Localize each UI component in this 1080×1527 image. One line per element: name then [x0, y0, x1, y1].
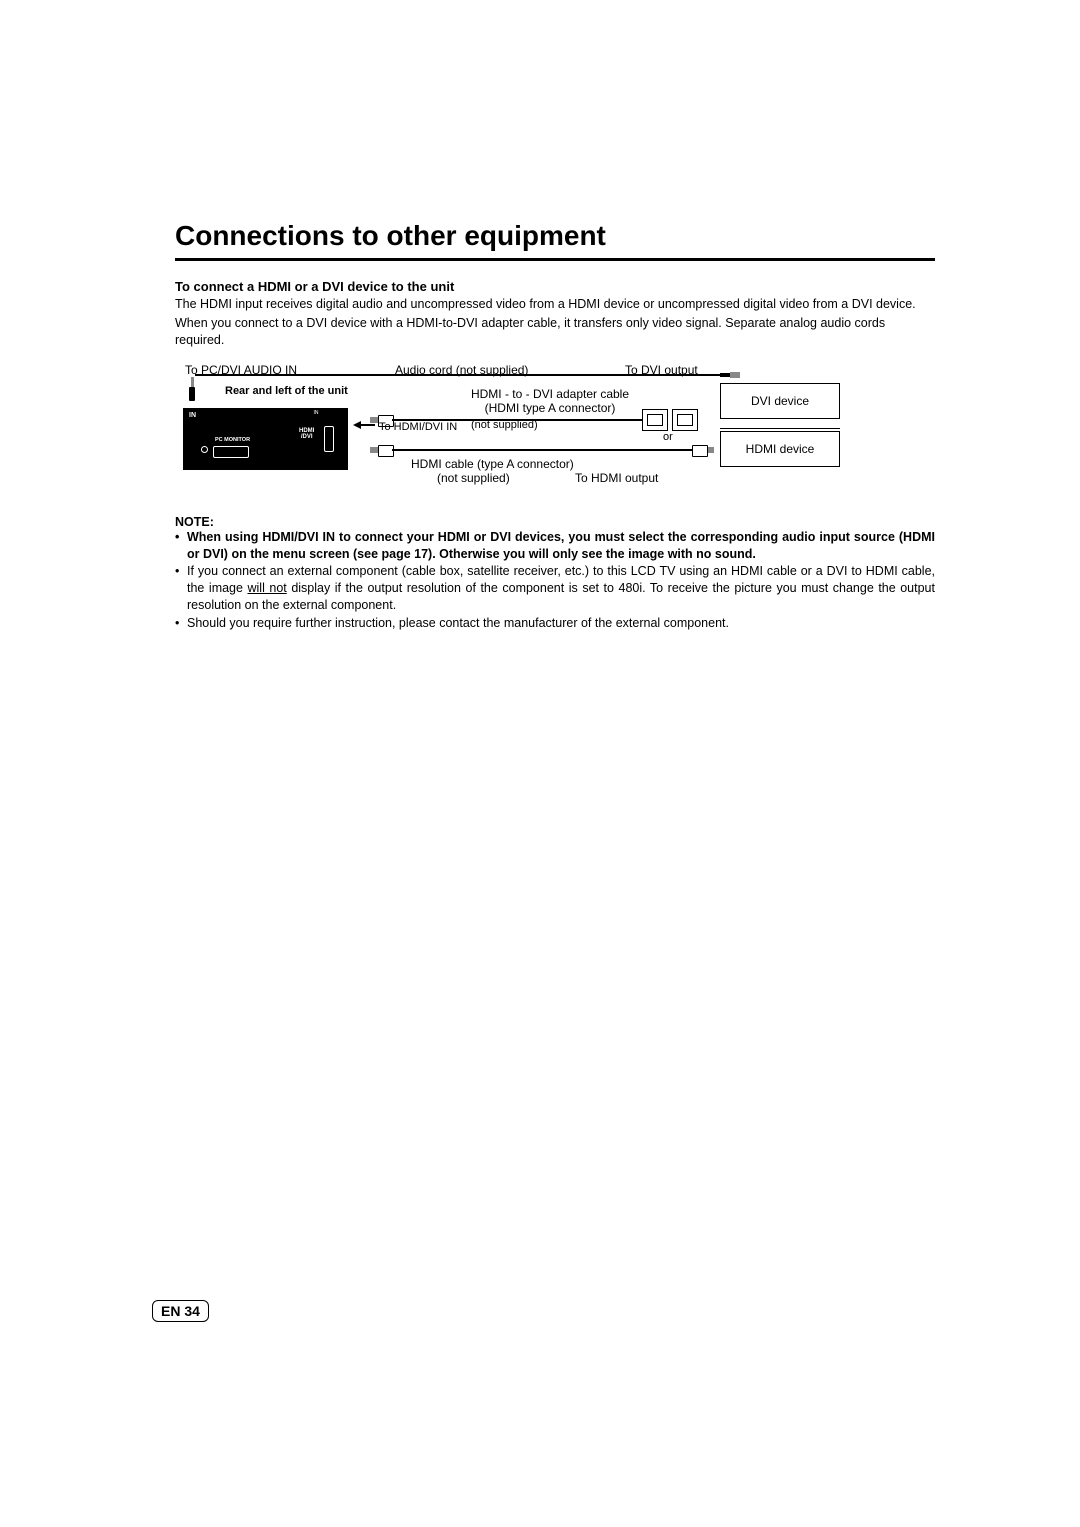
note-item-3: Should you require further instruction, … — [175, 615, 935, 632]
arrow-left-1-line — [361, 424, 375, 426]
manual-page: Connections to other equipment To connec… — [175, 220, 935, 633]
label-adapter-line2: (HDMI type A connector) — [455, 401, 645, 415]
hdmi-dvi-label: HDMI/DVI — [299, 428, 314, 440]
label-hdmi-cable-line1: HDMI cable (type A connector) — [411, 457, 574, 471]
mini-jack-icon — [201, 446, 208, 453]
label-adapter-line1: HDMI - to - DVI adapter cable — [455, 387, 645, 401]
hdmi-logo: HDMI — [297, 476, 321, 485]
arrow-left-1-icon — [353, 421, 361, 429]
hdmi-slot-icon — [324, 426, 334, 452]
label-or: or — [663, 431, 673, 444]
audio-plug-left-icon — [189, 377, 195, 405]
hdmi-in-label: IN — [311, 410, 321, 416]
dvi-connector-icon — [642, 409, 668, 431]
section-subhead: To connect a HDMI or a DVI device to the… — [175, 279, 935, 294]
label-to-hdmi-dvi-in: To HDMI/DVI IN — [379, 421, 457, 434]
note2-part-b: display if the output resolution of the … — [187, 581, 935, 612]
page-title: Connections to other equipment — [175, 220, 935, 252]
device-divider — [720, 428, 840, 429]
label-rear-left: Rear and left of the unit — [225, 385, 348, 397]
unit-rear-panel: IN PC MONITOR IN HDMI/DVI HDMI — [183, 408, 348, 470]
panel-in-label: IN — [189, 412, 196, 419]
audio-plug-right-icon — [720, 372, 744, 378]
intro-para-2: When you connect to a DVI device with a … — [175, 315, 935, 349]
audio-cord-line — [195, 374, 720, 376]
note2-underline: will not — [248, 581, 287, 595]
hdmi-plug-right-icon — [692, 445, 714, 455]
hdmi-device-box: HDMI device — [720, 431, 840, 467]
dvi-device-box: DVI device — [720, 383, 840, 419]
label-not-supplied-1: (not supplied) — [471, 419, 538, 432]
panel-pc-monitor-label: PC MONITOR — [215, 437, 250, 443]
hdmi-plug-left-2-icon — [370, 445, 392, 455]
label-hdmi-cable-line2: (not supplied) — [437, 471, 510, 485]
note-item-2: If you connect an external component (ca… — [175, 563, 935, 614]
note-list: When using HDMI/DVI IN to connect your H… — [175, 529, 935, 632]
dvi-connector-grip-icon — [672, 409, 698, 431]
vga-port-icon — [213, 446, 249, 458]
note-item-1: When using HDMI/DVI IN to connect your H… — [175, 529, 935, 563]
intro-para-1: The HDMI input receives digital audio an… — [175, 296, 935, 313]
hdmi-sub-panel: IN HDMI/DVI — [293, 418, 338, 460]
connection-diagram: To PC/DVI AUDIO IN Audio cord (not suppl… — [175, 363, 935, 493]
page-number: EN 34 — [152, 1300, 209, 1322]
dvi-device-label: DVI device — [751, 394, 809, 408]
label-to-hdmi-output: To HDMI output — [575, 471, 658, 485]
note-heading: NOTE: — [175, 515, 935, 529]
hdmi-cable-line — [392, 449, 692, 451]
hdmi-device-label: HDMI device — [746, 442, 815, 456]
title-rule — [175, 258, 935, 261]
